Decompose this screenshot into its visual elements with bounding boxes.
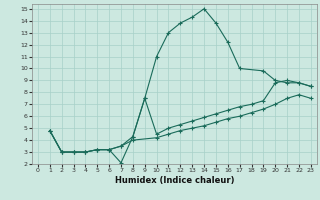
X-axis label: Humidex (Indice chaleur): Humidex (Indice chaleur) — [115, 176, 234, 185]
